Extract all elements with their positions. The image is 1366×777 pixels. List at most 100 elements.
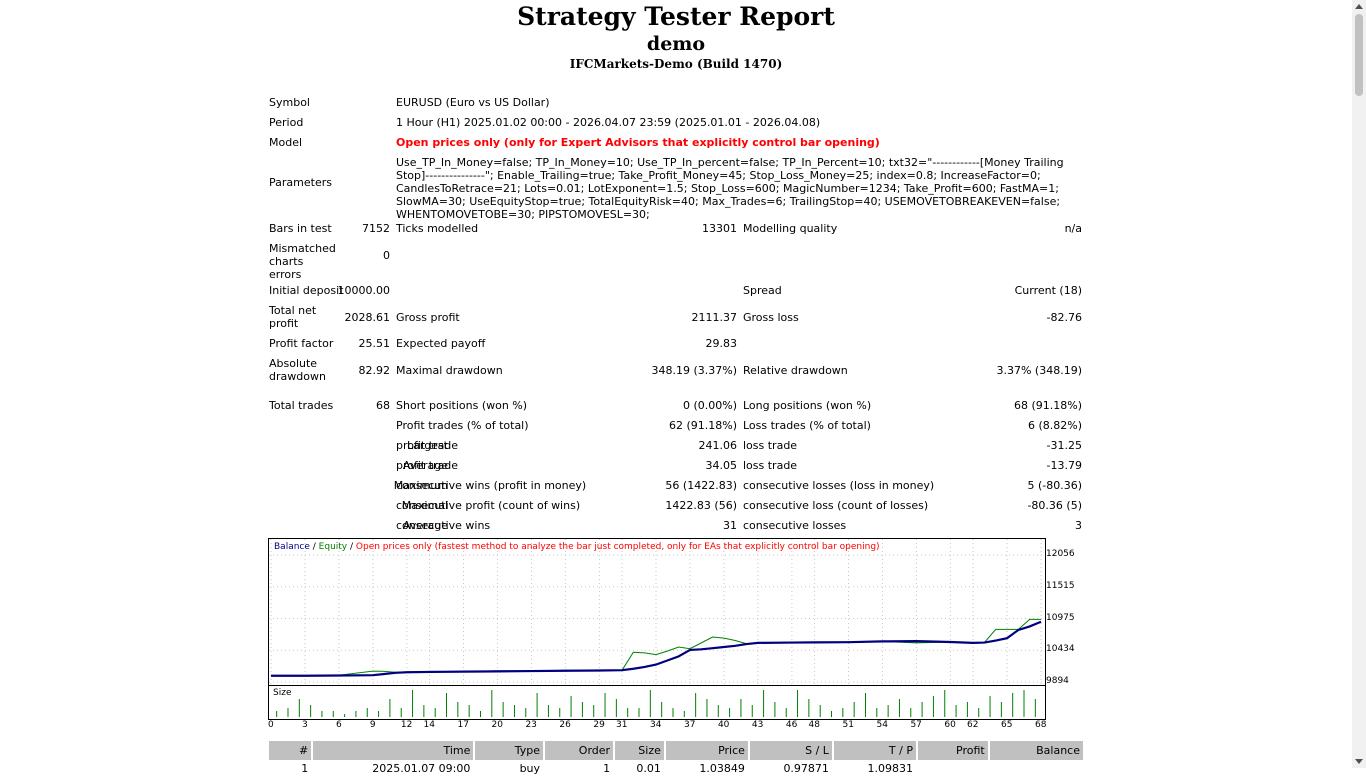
avg-wins-label: consecutive wins (396, 519, 491, 532)
largest-label: Largest (407, 439, 448, 452)
x-tick-label: 29 (593, 720, 605, 730)
balance-equity-chart (268, 538, 1046, 687)
grossprofit-value: 2111.37 (691, 311, 738, 324)
scrollbar-thumb[interactable] (1355, 14, 1363, 96)
deposit-label: Initial deposit (269, 284, 344, 297)
bars-value: 7152 (362, 222, 390, 235)
payoff-value: 29.83 (705, 337, 738, 350)
ticks-value: 13301 (702, 222, 737, 235)
mismatch-value: 0 (383, 249, 390, 262)
losstrades-value: 6 (8.82%) (1027, 419, 1082, 432)
largest-loss-label: loss trade (743, 439, 798, 452)
table-header-cell: Time (313, 741, 474, 760)
x-tick-label: 9 (369, 720, 376, 730)
x-tick-label: 43 (751, 720, 764, 730)
table-cell: 0.01 (636, 762, 661, 775)
legend-equity: Equity (318, 542, 348, 552)
absdd-label: Absolute drawdown (269, 357, 326, 383)
maxdd-label: Maximal drawdown (396, 364, 503, 377)
y-tick-label: 10975 (1046, 612, 1075, 623)
period-label: Period (269, 116, 304, 129)
table-row: 1 2025.01.07 09:00 buy 1 0.01 1.03849 0.97871 1… (269, 760, 1083, 777)
y-tick-label: 12056 (1046, 549, 1075, 559)
legend-sep-2: / (347, 542, 356, 552)
x-tick-label: 68 (1035, 720, 1047, 730)
legend-mode: Open prices only (fastest method to anal… (355, 542, 880, 552)
x-tick-label: 3 (301, 720, 308, 730)
short-label: Short positions (won %) (396, 399, 528, 412)
symbol-value: EURUSD (Euro vs US Dollar) (396, 96, 550, 109)
scroll-down-arrow-icon[interactable] (1355, 759, 1363, 764)
table-header-cell: Type (475, 741, 544, 760)
parameters-value: Use_TP_In_Money=false; TP_In_Money=10; U… (396, 156, 1064, 221)
avg-losses-value: 3 (1075, 519, 1082, 532)
trades-label: Total trades (269, 399, 334, 412)
average-profit-value: 34.05 (705, 459, 738, 472)
max-wins-value: 56 (1422.83) (665, 479, 737, 492)
x-tick-label: 60 (944, 720, 956, 730)
trades-value: 68 (376, 399, 390, 412)
report-title: Strategy Tester Report (517, 2, 835, 31)
largest-profit-value: 241.06 (698, 439, 738, 452)
grossprofit-label: Gross profit (396, 311, 460, 324)
average-profit-label: profit trade (396, 459, 459, 472)
symbol-label: Symbol (269, 96, 310, 109)
balance-equity-svg (269, 539, 1045, 686)
y-tick-label: 9894 (1046, 676, 1069, 686)
x-tick-label: 51 (842, 720, 854, 730)
grossloss-value: -82.76 (1046, 311, 1082, 324)
table-header-cell: S / L (749, 741, 832, 760)
legend-balance: Balance (274, 542, 310, 552)
x-tick-label: 54 (876, 720, 888, 730)
avg-losses-label: consecutive losses (743, 519, 847, 532)
table-header-cell: # (269, 741, 312, 760)
x-tick-label: 62 (967, 720, 979, 730)
table-header-cell: Order (545, 741, 614, 760)
table-cell: buy (519, 762, 541, 775)
grossloss-label: Gross loss (743, 311, 799, 324)
table-cell: 1 (603, 762, 611, 775)
legend-sep-1: / (309, 542, 319, 552)
table-header-cell: Profit (917, 741, 988, 760)
server-name: IFCMarkets-Demo (Build 1470) (569, 57, 783, 71)
chart-legend: Balance / Equity / Open prices only (fas… (274, 542, 880, 552)
pf-value: 25.51 (358, 337, 391, 350)
max-losses-value: 5 (-80.36) (1027, 479, 1082, 492)
avg-wins-value: 31 (723, 519, 737, 532)
x-tick-label: 65 (1001, 720, 1013, 730)
average-loss-value: -13.79 (1046, 459, 1082, 472)
ticks-label: Ticks modelled (396, 222, 479, 235)
parameters-row: Parameters Use_TP_In_Money=false; TP_In_… (268, 156, 1084, 221)
table-header-cell: T / P (833, 741, 916, 760)
scroll-up-arrow-icon[interactable] (1355, 4, 1363, 9)
pf-label: Profit factor (269, 337, 334, 350)
model-value: Open prices only (only for Expert Adviso… (396, 136, 880, 149)
profittrades-value: 62 (91.18%) (668, 419, 737, 432)
table-cell: 1.09831 (867, 762, 913, 775)
maxdd-value: 348.19 (3.37%) (651, 364, 737, 377)
x-tick-label: 46 (785, 720, 798, 730)
table-cell (918, 760, 988, 777)
x-tick-label: 34 (650, 720, 662, 730)
account-name: demo (646, 33, 706, 55)
long-value: 68 (91.18%) (1013, 399, 1082, 412)
losstrades-label: Loss trades (% of total) (743, 419, 871, 432)
spread-value: Current (18) (1014, 284, 1082, 297)
netprofit-value: 2028.61 (344, 311, 391, 324)
long-label: Long positions (won %) (743, 399, 872, 412)
model-label: Model (269, 136, 303, 149)
maximal-profit-value: 1422.83 (56) (665, 499, 737, 512)
table-header-cell: Balance (989, 741, 1083, 760)
size-chart: Size (268, 685, 1046, 720)
vertical-scrollbar[interactable] (1352, 0, 1366, 768)
max-wins-label: consecutive wins (profit in money) (396, 479, 587, 492)
x-tick-label: 26 (559, 720, 571, 730)
x-tick-label: 6 (335, 720, 342, 730)
x-tick-label: 0 (268, 720, 274, 730)
table-header-cell: Price (665, 741, 748, 760)
series-line-balance (271, 620, 1042, 677)
reldd-label: Relative drawdown (743, 364, 848, 377)
x-tick-label: 20 (491, 720, 503, 730)
table-cell: 1.03849 (699, 762, 745, 775)
x-tick-label: 57 (910, 720, 922, 730)
